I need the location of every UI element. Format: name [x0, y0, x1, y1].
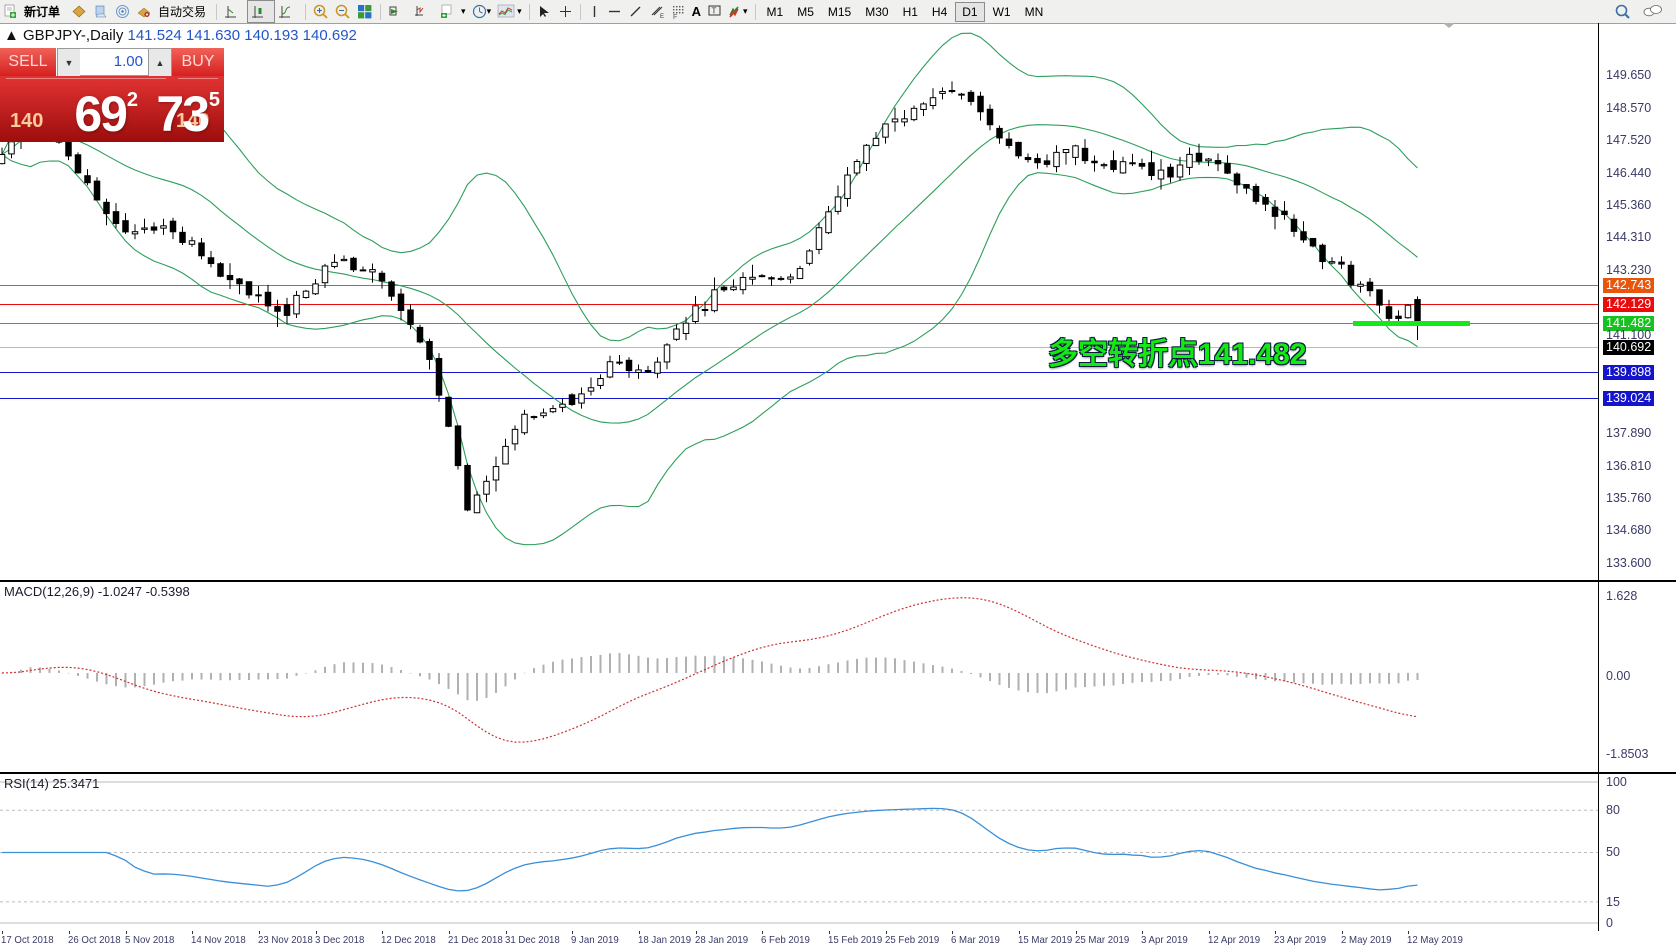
svg-text:T: T [712, 7, 717, 16]
svg-text:F: F [673, 14, 677, 19]
svg-text:E: E [660, 14, 664, 19]
